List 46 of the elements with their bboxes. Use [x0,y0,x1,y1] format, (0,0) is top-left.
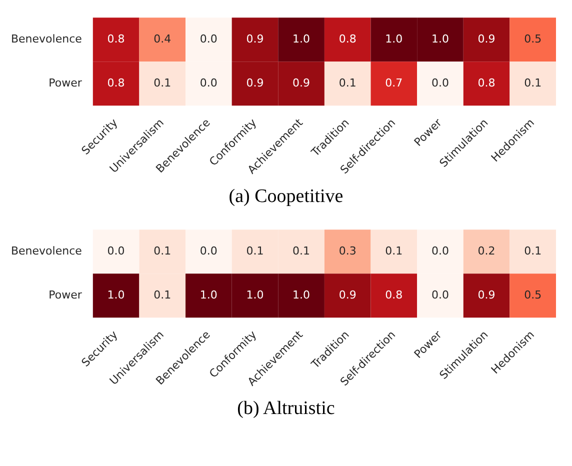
data-label: 0.4 [154,32,172,46]
y-tick-label: Power [48,288,82,302]
data-label: 0.5 [524,288,542,302]
y-tick-label: Benevolence [11,32,82,46]
data-label: 0.1 [385,244,403,258]
data-label: 0.0 [107,244,125,258]
y-tick-label: Power [48,76,82,90]
data-label: 0.9 [478,32,496,46]
data-label: 0.0 [431,76,449,90]
data-label: 0.8 [338,32,356,46]
data-label: 0.1 [524,76,542,90]
data-label: 0.9 [478,288,496,302]
data-label: 0.1 [154,288,172,302]
data-label: 1.0 [246,288,264,302]
data-label: 0.8 [385,288,403,302]
data-label: 1.0 [292,288,310,302]
data-label: 0.1 [246,244,264,258]
data-label: 0.3 [338,244,356,258]
data-label: 1.0 [200,288,218,302]
data-label: 0.1 [154,76,172,90]
data-label: 0.8 [107,32,125,46]
data-label: 1.0 [385,32,403,46]
text: (a) Coopetitive [228,186,344,208]
y-tick-label: Benevolence [11,244,82,258]
text: (b) Altruistic [236,398,336,420]
data-label: 0.7 [385,76,403,90]
data-label: 0.0 [431,288,449,302]
data-label: 0.1 [292,244,310,258]
data-label: 0.5 [524,32,542,46]
data-label: 0.9 [292,76,310,90]
data-label: 0.0 [200,32,218,46]
data-label: 1.0 [292,32,310,46]
data-label: 0.8 [107,76,125,90]
data-label: 1.0 [431,32,449,46]
data-label: 0.9 [338,288,356,302]
data-label: 0.0 [431,244,449,258]
data-label: 0.1 [338,76,356,90]
data-label: 0.1 [154,244,172,258]
data-label: 0.8 [478,76,496,90]
data-label: 1.0 [107,288,125,302]
data-label: 0.2 [478,244,496,258]
data-label: 0.0 [200,244,218,258]
data-label: 0.9 [246,32,264,46]
data-label: 0.9 [246,76,264,90]
data-label: 0.1 [524,244,542,258]
data-label: 0.0 [200,76,218,90]
